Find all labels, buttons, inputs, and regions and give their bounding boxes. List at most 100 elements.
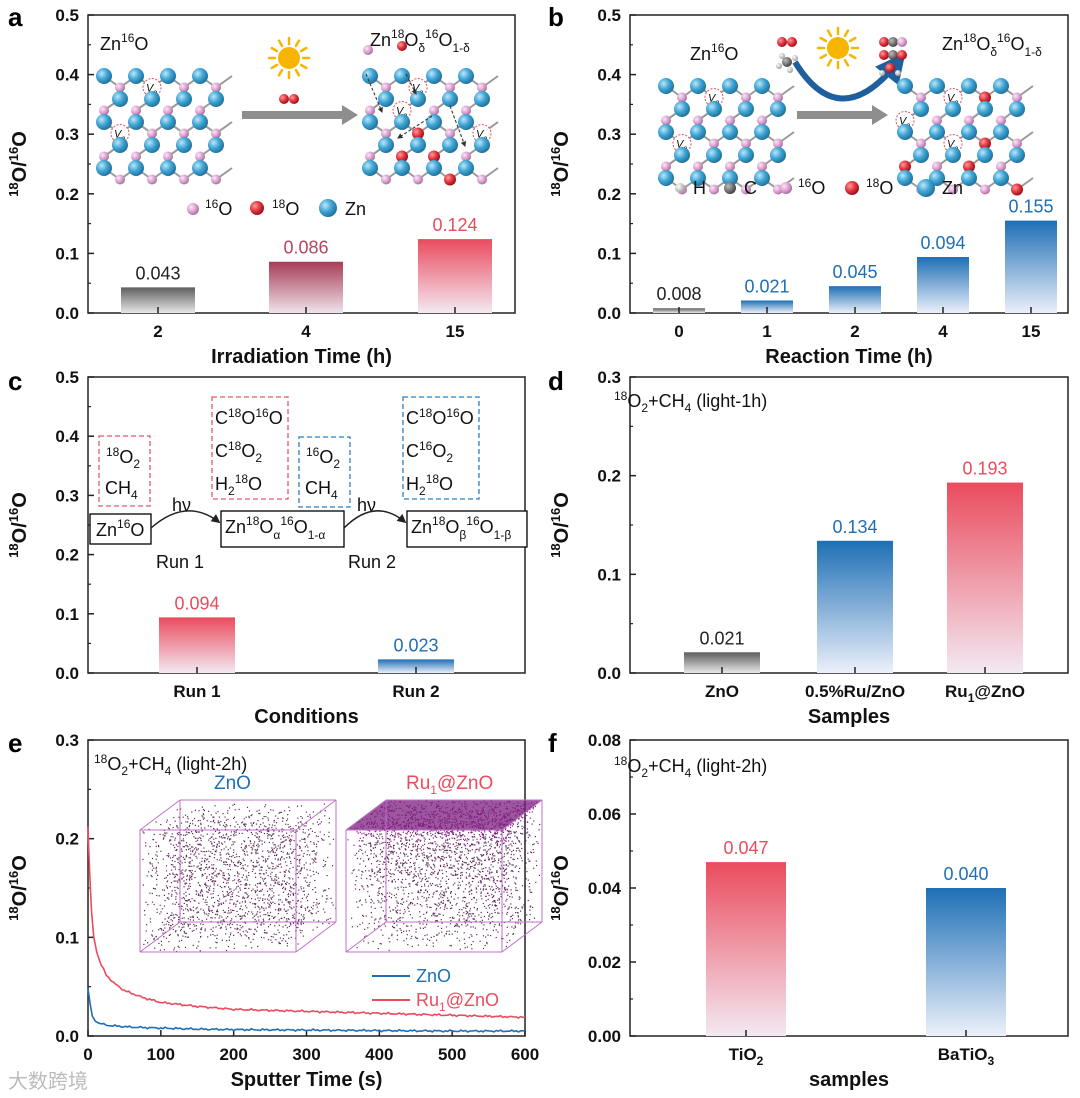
o-atom bbox=[996, 161, 1006, 172]
ion-density-points bbox=[142, 803, 337, 953]
y-tick-label: 0.1 bbox=[597, 244, 621, 263]
atom-legend: H C 16O 18O Zn bbox=[675, 176, 963, 198]
y-tick-label: 0.5 bbox=[55, 6, 79, 25]
zn-atom bbox=[192, 114, 208, 130]
zn-atom bbox=[738, 147, 754, 163]
o16-legend-label: 16O bbox=[205, 197, 232, 219]
bar bbox=[1005, 220, 1057, 313]
y-axis-label: 18O/16O bbox=[548, 492, 573, 558]
zn-atom bbox=[192, 68, 208, 84]
y-tick-label: 0.3 bbox=[597, 368, 621, 387]
zn-atom bbox=[706, 101, 722, 117]
y-axis-label: 18O/16O bbox=[6, 131, 31, 197]
zn-atom bbox=[410, 91, 426, 107]
y-tick-label: 0.1 bbox=[55, 605, 79, 624]
panel-c-scheme: 18O2 CH4 C18O16O C18O2 H218O 16O2 CH4 C1… bbox=[89, 396, 528, 572]
zn-atom bbox=[1009, 101, 1025, 117]
o-atom bbox=[916, 138, 926, 149]
zn-atom bbox=[394, 68, 410, 84]
zn-atom bbox=[176, 137, 192, 153]
o-atom bbox=[413, 174, 423, 185]
o-atom bbox=[963, 160, 975, 173]
state2-label: Zn18Oα16O1-α bbox=[225, 514, 325, 542]
run2-label: Run 2 bbox=[348, 552, 396, 572]
cube-edge bbox=[139, 921, 181, 953]
x-tick-label: TiO2 bbox=[729, 1045, 764, 1068]
zn-atom bbox=[690, 124, 706, 140]
box2-co2-label: C18O2 bbox=[215, 439, 262, 465]
lattice-atoms: VoVoVo bbox=[895, 78, 1025, 196]
panel-label-f: f bbox=[548, 728, 557, 758]
o16-legend-icon bbox=[780, 182, 792, 194]
o-atom bbox=[979, 137, 991, 150]
zn-atom bbox=[722, 124, 738, 140]
x-tick-label: Run 1 bbox=[173, 682, 220, 701]
zn-atom bbox=[208, 91, 224, 107]
zn-atom bbox=[897, 124, 913, 140]
y-tick-label: 0.3 bbox=[55, 486, 79, 505]
zn-atom bbox=[674, 101, 690, 117]
lattice-zn16o: VoVo bbox=[658, 78, 795, 195]
x-tick-label: 4 bbox=[301, 322, 311, 341]
o-atom bbox=[899, 160, 911, 173]
o-atom bbox=[1012, 92, 1022, 103]
zn-atom bbox=[722, 78, 738, 94]
o-atom bbox=[1012, 138, 1022, 149]
zn-atom bbox=[362, 114, 378, 130]
y-tick-label: 0.3 bbox=[55, 125, 79, 144]
curved-arrow-icon bbox=[792, 52, 906, 102]
box2-co2-mixed-label: C18O16O bbox=[215, 406, 283, 428]
zn-atom bbox=[144, 137, 160, 153]
o-atom bbox=[179, 128, 189, 139]
zn-legend-icon bbox=[319, 199, 337, 217]
state-box-zn16o bbox=[89, 513, 152, 545]
zn-atom bbox=[945, 101, 961, 117]
lattice-product: VoVoVo bbox=[362, 41, 499, 186]
zn-atom bbox=[993, 124, 1009, 140]
zn-atom bbox=[961, 124, 977, 140]
zn-atom bbox=[160, 68, 176, 84]
zn-atom bbox=[474, 91, 490, 107]
y-axis-label: 18O/16O bbox=[548, 131, 573, 197]
bar bbox=[741, 300, 793, 313]
product-box-run2 bbox=[402, 396, 480, 500]
o-atom bbox=[363, 45, 373, 55]
o-atom bbox=[131, 151, 141, 162]
bar-value-label: 0.193 bbox=[962, 459, 1007, 479]
o-atom bbox=[1011, 183, 1023, 196]
x-tick-label: 300 bbox=[292, 1045, 320, 1064]
x-axis-label: Sputter Time (s) bbox=[231, 1069, 383, 1091]
x-axis-label: samples bbox=[809, 1069, 889, 1091]
x-tick-label: 0.5%Ru/ZnO bbox=[805, 682, 905, 701]
sun-ray bbox=[843, 29, 850, 38]
y-tick-label: 0.0 bbox=[597, 664, 621, 683]
zn-atom bbox=[993, 170, 1009, 186]
x-axis-label: Irradiation Time (h) bbox=[211, 346, 392, 368]
o-atom bbox=[179, 82, 189, 93]
bar-value-label: 0.045 bbox=[832, 262, 877, 282]
y-tick-label: 0.1 bbox=[55, 928, 79, 947]
x-tick-label: 400 bbox=[365, 1045, 393, 1064]
o-atom bbox=[980, 184, 990, 195]
lattice-atoms: VoVo bbox=[658, 78, 786, 195]
panel-f: 0.00 0.02 0.04 0.06 0.08 samples 18O/16O 0.047 T… bbox=[548, 731, 1069, 1091]
series-line-zno bbox=[87, 988, 526, 1033]
zn-atom bbox=[208, 137, 224, 153]
condition-label: 18O2+CH4 (light-2h) bbox=[94, 752, 247, 778]
o-atom bbox=[773, 138, 783, 149]
o-atom bbox=[428, 150, 440, 163]
lattice-product: VoVoVo bbox=[895, 78, 1034, 196]
x-tick-label: 1 bbox=[762, 322, 771, 341]
bar-value-label: 0.155 bbox=[1008, 197, 1053, 217]
zn-atom bbox=[722, 170, 738, 186]
zn-atom bbox=[770, 147, 786, 163]
panel-b-inset: Zn16O VoVo Zn18Oδ16O1-δ VoVoVo H C 16O 1… bbox=[658, 26, 1042, 198]
o-atom bbox=[477, 174, 487, 185]
zn-atom bbox=[690, 170, 706, 186]
sun-ray bbox=[826, 29, 833, 38]
zn-atom bbox=[674, 147, 690, 163]
o-atom bbox=[163, 105, 173, 116]
zn-atom bbox=[192, 160, 208, 176]
zn-atom bbox=[394, 114, 410, 130]
o-atom bbox=[932, 115, 942, 126]
